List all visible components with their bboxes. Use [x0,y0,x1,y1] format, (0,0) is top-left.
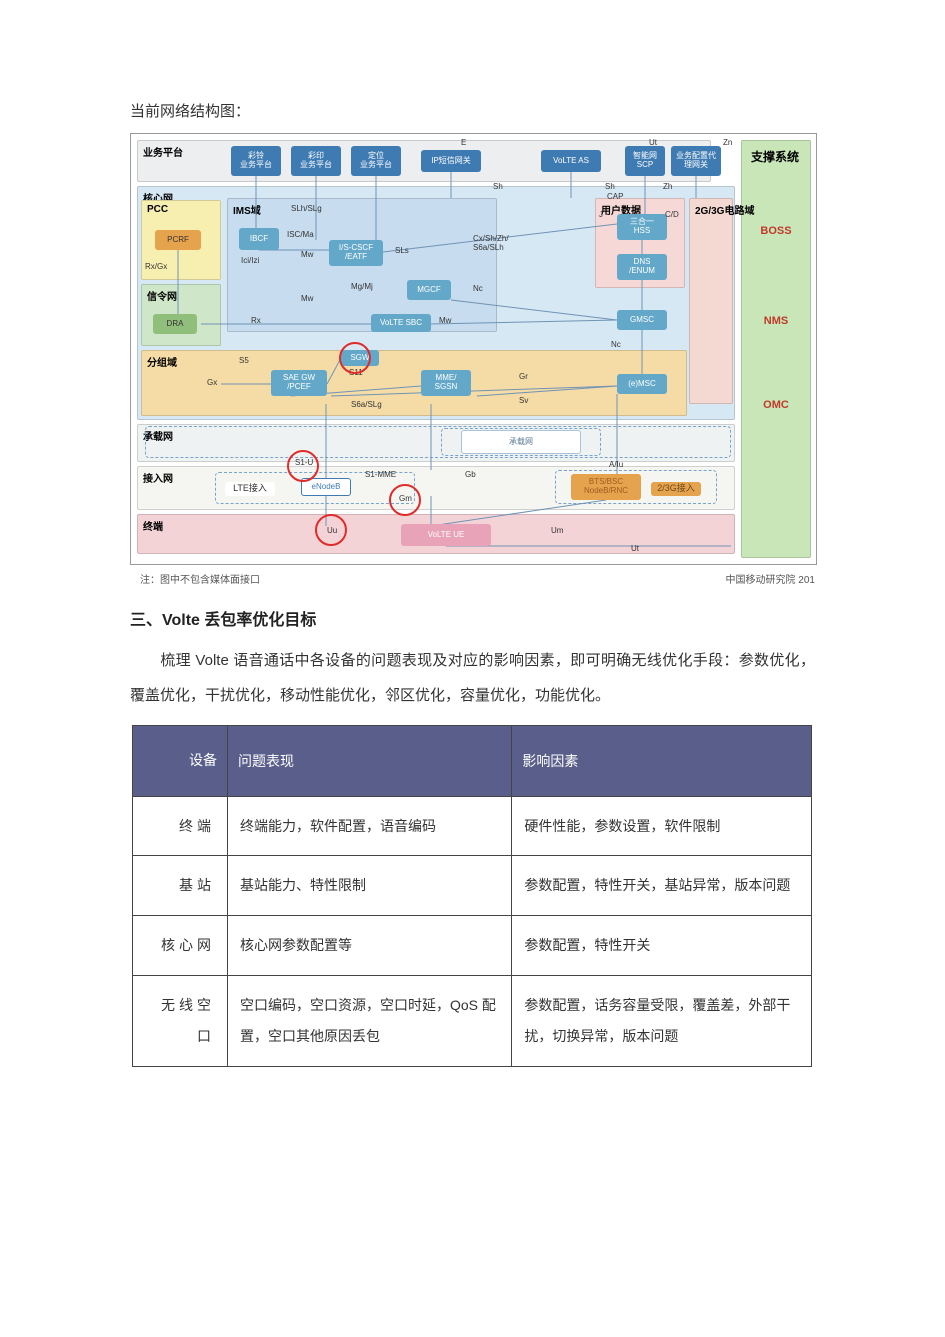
highlight-circle-c2 [339,342,371,374]
cell-issue: 空口编码，空口资源，空口时延，QoS 配置，空口其他原因丢包 [228,975,512,1066]
section-heading: 三、Volte 丢包率优化目标 [130,606,815,630]
iface-rx: Rx [251,316,261,325]
iface-sls: SLs [395,246,409,255]
iface-sh1: Sh [493,182,503,191]
footnote-left: 注：图中不包含媒体面接口 [140,571,260,586]
iface-cd: C/D [665,210,679,219]
iface-gb: Gb [465,470,476,479]
node-hss: 三合一HSS [617,214,667,240]
iface-aiu: A/Iu [609,460,623,469]
node-b3: 定位业务平台 [351,146,401,176]
node-ue: VoLTE UE [401,524,491,546]
th-factor: 影响因素 [512,726,812,797]
node-b1: 彩铃业务平台 [231,146,281,176]
iface-ici: Ici/Izi [241,256,259,265]
iface-gr: Gr [519,372,528,381]
highlight-circle-c4 [315,514,347,546]
node-b4: IP短信网关 [421,150,481,172]
node-dns: DNS/ENUM [617,254,667,280]
iface-slh: SLh/SLg [291,204,322,213]
iface-ut: Ut [649,138,657,147]
iface-s5: S5 [239,356,249,365]
diagram-footnote: 注：图中不包含媒体面接口 中国移动研究院 201 [140,571,815,586]
table-row: 核心网核心网参数配置等参数配置，特性开关 [133,916,812,976]
iface-cap: CAP [607,192,623,201]
iface-sh2: Sh [605,182,615,191]
node-b7: 业务配置代理网关 [671,146,721,176]
iface-cx: Cx/Sh/Zh/S6a/SLh [473,234,509,252]
node-iscscf: I/S-CSCF/EATF [329,240,383,266]
node-gmsc: GMSC [617,310,667,330]
highlight-circle-c1 [287,450,319,482]
node-bts: BTS/BSCNodeB/RNC [571,474,641,500]
cell-issue: 终端能力，软件配置，语音编码 [228,796,512,856]
cell-factor: 参数配置，话务容量受限，覆盖差，外部干扰，切换异常，版本问题 [512,975,812,1066]
iface-mw2: Mw [301,294,313,303]
node-dra: DRA [153,314,197,334]
node-msc: (e)MSC [617,374,667,394]
factors-table: 设备 问题表现 影响因素 终端终端能力，软件配置，语音编码硬件性能，参数设置，软… [132,725,812,1067]
iface-isc: ISC/Ma [287,230,314,239]
cell-factor: 硬件性能，参数设置，软件限制 [512,796,812,856]
node-sbc: VoLTE SBC [371,314,431,332]
iface-zn: Zn [723,138,732,147]
highlight-circle-c3 [389,484,421,516]
th-issue: 问题表现 [228,726,512,797]
node-g23_label: 2/3G接入 [651,482,701,496]
node-b2: 彩印业务平台 [291,146,341,176]
cell-device: 基站 [133,856,228,916]
node-ibcf: IBCF [239,228,279,250]
iface-um: Um [551,526,563,535]
table-row: 无线空口空口编码，空口资源，空口时延，QoS 配置，空口其他原因丢包参数配置，话… [133,975,812,1066]
cell-factor: 参数配置，特性开关，基站异常，版本问题 [512,856,812,916]
body-paragraph: 梳理 Volte 语音通话中各设备的问题表现及对应的影响因素，即可明确无线优化手… [130,644,815,713]
node-sae: SAE GW/PCEF [271,370,327,396]
footnote-right: 中国移动研究院 201 [726,571,815,586]
iface-j: J [599,210,603,219]
iface-gx: Gx [207,378,217,387]
connector-lines [131,134,816,564]
th-device: 设备 [133,726,228,797]
node-lte_label: LTE接入 [225,482,275,496]
node-boss: BOSS [755,222,797,240]
iface-s1m: S1-MME [365,470,396,479]
node-pcrf: PCRF [155,230,201,250]
cell-device: 终端 [133,796,228,856]
node-nms: NMS [757,312,795,330]
iface-rxgx: Rx/Gx [145,262,167,271]
iface-nc2: Nc [611,340,621,349]
iface-mw3: Mw [439,316,451,325]
table-row: 终端终端能力，软件配置，语音编码硬件性能，参数设置，软件限制 [133,796,812,856]
node-b5: VoLTE AS [541,150,601,172]
cell-device: 无线空口 [133,975,228,1066]
cell-device: 核心网 [133,916,228,976]
node-mme: MME/SGSN [421,370,471,396]
iface-mgmj: Mg/Mj [351,282,373,291]
cell-factor: 参数配置，特性开关 [512,916,812,976]
network-architecture-diagram: 业务平台支撑系统核心网PCCIMS域用户数据2G/3G电路域信令网分组域承载网接… [130,133,817,565]
intro-text: 当前网络结构图： [130,100,815,121]
cell-issue: 基站能力、特性限制 [228,856,512,916]
iface-mw1: Mw [301,250,313,259]
iface-ut2: Ut [631,544,639,553]
node-b6: 智能网SCP [625,146,665,176]
iface-sv: Sv [519,396,528,405]
iface-e: E [461,138,466,147]
table-row: 基站基站能力、特性限制参数配置，特性开关，基站异常，版本问题 [133,856,812,916]
node-mgcf: MGCF [407,280,451,300]
iface-zh: Zh [663,182,672,191]
node-bearer_cloud: 承载网 [461,430,581,454]
node-omc: OMC [757,396,795,414]
iface-s6a: S6a/SLg [351,400,382,409]
cell-issue: 核心网参数配置等 [228,916,512,976]
iface-nc1: Nc [473,284,483,293]
